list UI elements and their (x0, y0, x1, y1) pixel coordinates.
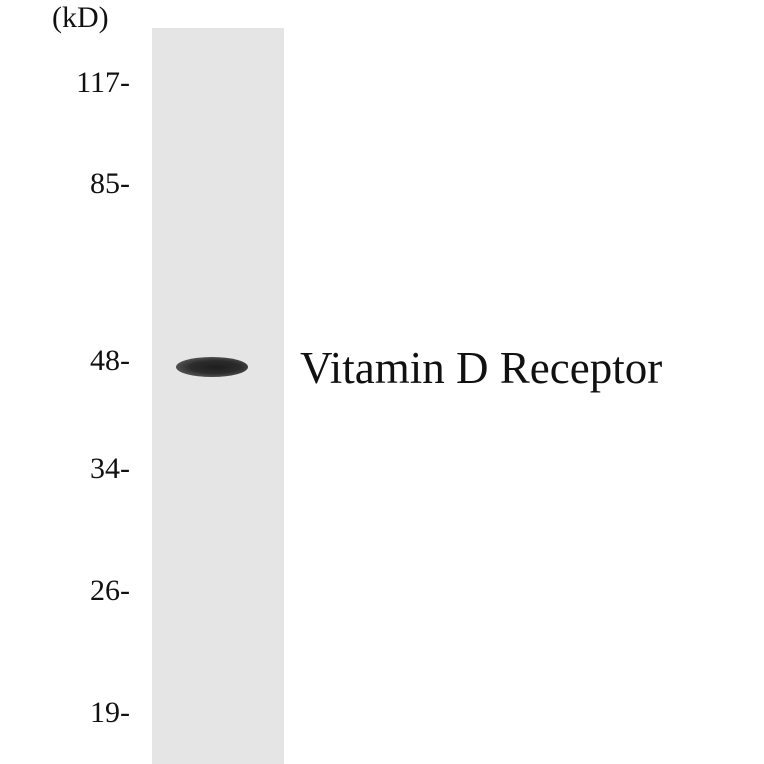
unit-label: (kD) (52, 1, 109, 34)
protein-band (176, 357, 248, 377)
marker-117: 117- (76, 66, 130, 99)
marker-48: 48- (90, 344, 130, 377)
protein-label: Vitamin D Receptor (300, 343, 663, 393)
blot-lane (152, 28, 284, 764)
marker-85: 85- (90, 167, 130, 200)
marker-34: 34- (90, 452, 130, 485)
marker-19: 19- (90, 696, 130, 729)
marker-26: 26- (90, 574, 130, 607)
